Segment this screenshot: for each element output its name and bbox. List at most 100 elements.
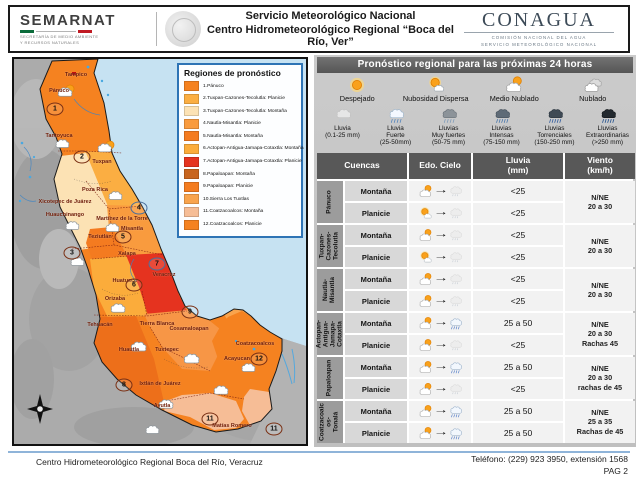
legend-item: 9.Papaloapan: Planicie (184, 181, 297, 192)
sky-cell: → (409, 225, 471, 245)
legend-item: 2.Tuxpan-Cazones-Tecolutla: Planicie (184, 93, 297, 104)
footer-contact: Teléfono: (229) 923 3950, extensión 1568… (471, 454, 628, 478)
rain-legend-item: Lluvia Fuerte (25-50mm) (369, 106, 422, 150)
map-panel: Tampico Pánuco Tantoyuca Tuxpan Poza Ric… (12, 57, 308, 446)
wind-cell: N/NE 20 a 30 (565, 225, 635, 267)
legend-item: 12.Coatzacoalcos: Planicie (184, 219, 297, 230)
map-city-label: Veracruz (152, 272, 176, 278)
legend-item: 10.Sierra Los Tuxtlas (184, 194, 297, 205)
title-line-1: Servicio Meteorológico Nacional (245, 10, 416, 22)
region-marker: 11 (265, 422, 283, 436)
legend-title: Regiones de pronóstico (184, 68, 281, 78)
lluvia-icon (333, 106, 353, 125)
sky-to-icon (448, 294, 463, 309)
wind-cell: N/NE 20 a 30 (565, 181, 635, 223)
terrain-cell: Montaña (345, 357, 407, 377)
sky-from-icon (417, 206, 434, 221)
rain-value-cell: 25 a 50 (473, 357, 563, 377)
map-city-label: Huatusco (112, 278, 138, 284)
sky-from-icon (417, 382, 434, 397)
title-line-2: Centro Hidrometeorológico Regional “Boca… (207, 24, 454, 48)
arrow-icon: → (433, 185, 449, 196)
arrow-icon: → (433, 383, 449, 394)
wind-cell: N/NE 20 a 30 Rachas 45 (565, 313, 635, 355)
sky-to-icon (448, 426, 463, 441)
rain-value-cell: <25 (473, 379, 563, 399)
rain-value-cell: <25 (473, 247, 563, 267)
nublado-icon (582, 75, 604, 95)
legend-swatch (184, 81, 199, 91)
basin-name-cell: Tuxpan- Cazones- Tecolutla (317, 225, 343, 267)
sky-from-icon (417, 338, 434, 353)
page-header: SEMARNAT SECRETARÍA DE MEDIO AMBIENTE Y … (8, 5, 630, 53)
column-header-cielo: Edo. Cielo (409, 153, 471, 179)
map-city-label: Tuxpan (92, 159, 112, 165)
legend-swatch (184, 143, 199, 154)
rain-legend-item: Lluvias Extraordinarias (>250 mm) (581, 106, 634, 150)
arrow-icon: → (433, 361, 449, 372)
map-city-label: Xicotepec de Juárez (38, 199, 92, 205)
region-marker: 4 (130, 201, 148, 215)
terrain-cell: Planicie (345, 423, 407, 443)
footer-rule (8, 451, 630, 453)
arrow-icon: → (433, 251, 449, 262)
sky-cell: → (409, 203, 471, 223)
region-marker: 1 (46, 102, 64, 116)
region-marker: 5 (114, 230, 132, 244)
region-marker: 11 (201, 412, 219, 426)
terrain-cell: Montaña (345, 401, 407, 421)
sky-from-icon (417, 316, 434, 331)
basin-name-cell: Actopan- Antigua- Jamapa- Cotaxtla (315, 313, 343, 355)
map-city-label: Tampico (64, 72, 88, 78)
arrow-icon: → (433, 405, 449, 416)
sky-legend-item: Nubosidad Dispersa (397, 75, 476, 105)
sky-cell: → (409, 423, 471, 443)
semarnat-caption: SECRETARÍA DE MEDIO AMBIENTE Y RECURSOS … (20, 34, 99, 45)
column-header-viento: Viento (km/h) (565, 153, 635, 179)
conagua-caption-1: COMISIÓN NACIONAL DEL AGUA (491, 34, 587, 40)
sky-legend-item: Nublado (554, 75, 633, 105)
despejado-icon (346, 75, 368, 95)
map-city-label: Ayutla (153, 403, 171, 409)
terrain-cell: Planicie (345, 291, 407, 311)
legend-swatch (184, 118, 199, 129)
sky-cell: → (409, 247, 471, 267)
sky-from-icon (417, 360, 434, 375)
sky-cell: → (409, 269, 471, 289)
rain-legend-item: Lluvias Muy fuertes (50-75 mm) (422, 106, 475, 150)
rain-value-cell: <25 (473, 225, 563, 245)
rain-value-cell: <25 (473, 181, 563, 201)
map-city-label: Matías Romero (212, 423, 252, 429)
map-city-label: Tantoyuca (45, 133, 73, 139)
terrain-cell: Montaña (345, 225, 407, 245)
legend-item: 3.Tuxpan-Cazones-Tecolutla: Montaña (184, 106, 297, 117)
footer-page-number: PAG 2 (603, 465, 628, 476)
region-marker: 8 (115, 378, 133, 392)
region-marker: 9 (181, 305, 199, 319)
mexico-seal-icon (165, 11, 201, 47)
lluvias-muy-fuertes-icon (439, 106, 459, 125)
sky-from-icon (417, 272, 434, 287)
rain-value-cell: 25 a 50 (473, 423, 563, 443)
map-city-label: Xalapa (118, 251, 136, 257)
arrow-icon: → (433, 317, 449, 328)
sky-to-icon (448, 404, 463, 419)
legend-swatch (184, 169, 199, 180)
sky-legend-item: Despejado (318, 75, 397, 105)
lluvias-intensas-icon (492, 106, 512, 125)
forecast-title-bar: Pronóstico regional para las próximas 24… (317, 57, 633, 73)
rain-legend-item: Lluvias Intensas (75-150 mm) (475, 106, 528, 150)
legend-item: 11.Coatzacoalcos: Montaña (184, 206, 297, 217)
arrow-icon: → (433, 229, 449, 240)
sky-to-icon (448, 250, 463, 265)
sky-from-icon (417, 404, 434, 419)
legend-swatch (184, 219, 199, 230)
map-city-label: Tierra Blanca (139, 321, 175, 327)
lluvias-extraordinarias-icon (598, 106, 618, 125)
rain-legend-item: Lluvia (0.1-25 mm) (316, 106, 369, 150)
forecast-panel: Pronóstico regional para las próximas 24… (314, 55, 636, 447)
sky-to-icon (448, 184, 463, 199)
sky-cell: → (409, 357, 471, 377)
arrow-icon: → (433, 339, 449, 350)
terrain-cell: Planicie (345, 335, 407, 355)
